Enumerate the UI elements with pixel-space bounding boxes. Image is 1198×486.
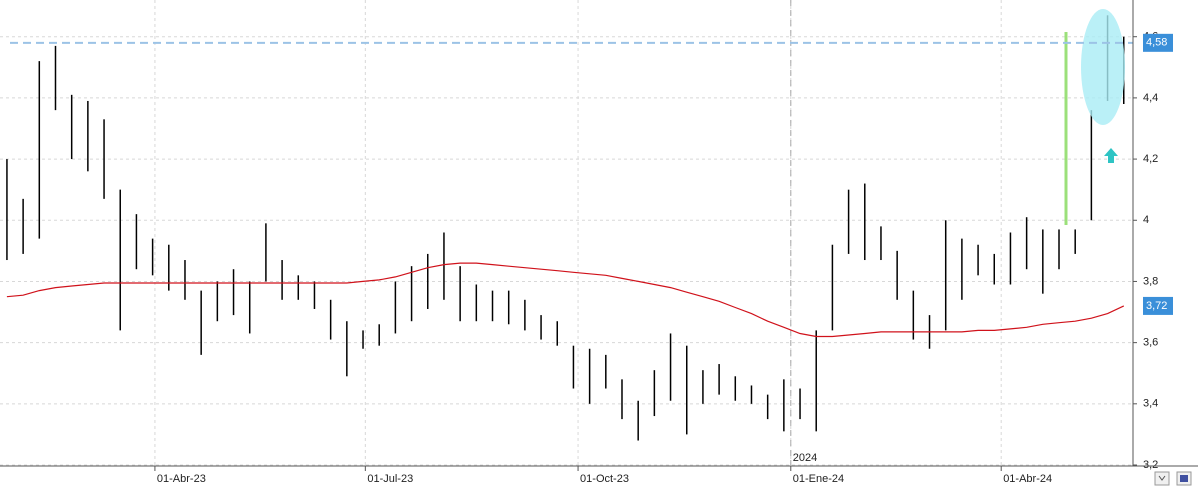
y-tick-label: 4,4 (1143, 92, 1158, 104)
y-tick-label: 3,4 (1143, 398, 1158, 410)
y-tick-label: 4 (1143, 214, 1149, 226)
y-tick-label: 3,6 (1143, 337, 1158, 349)
y-tick-label: 4,2 (1143, 153, 1158, 165)
year-label: 2024 (793, 452, 817, 464)
ma-tag-label: 3,72 (1146, 300, 1167, 312)
up-arrow (1104, 148, 1118, 163)
plot-area (6, 15, 1125, 441)
price-tag-label: 4,58 (1146, 37, 1167, 49)
save-icon (1180, 475, 1188, 482)
ma-tag (1143, 296, 1173, 315)
x-tick-label: 01-Abr-23 (157, 473, 206, 485)
scroll-icon (1158, 475, 1166, 481)
y-tick-label: 3,2 (1143, 459, 1158, 471)
x-tick-label: 01-Jul-23 (367, 473, 413, 485)
scroll-button[interactable] (1154, 471, 1170, 486)
x-tick-label: 01-Oct-23 (580, 473, 629, 485)
price-tag (1143, 33, 1173, 52)
highlight-ellipse (1081, 9, 1125, 125)
x-tick-label: 01-Ene-24 (793, 473, 844, 485)
y-tick-label: 3,8 (1143, 275, 1158, 287)
overlay: 4,58 3,72 (10, 33, 1173, 315)
grid: 3,23,43,63,844,24,44,601-Abr-2301-Jul-23… (0, 0, 1158, 485)
x-tick-label: 01-Abr-24 (1003, 473, 1052, 485)
moving-average (6, 262, 1125, 338)
